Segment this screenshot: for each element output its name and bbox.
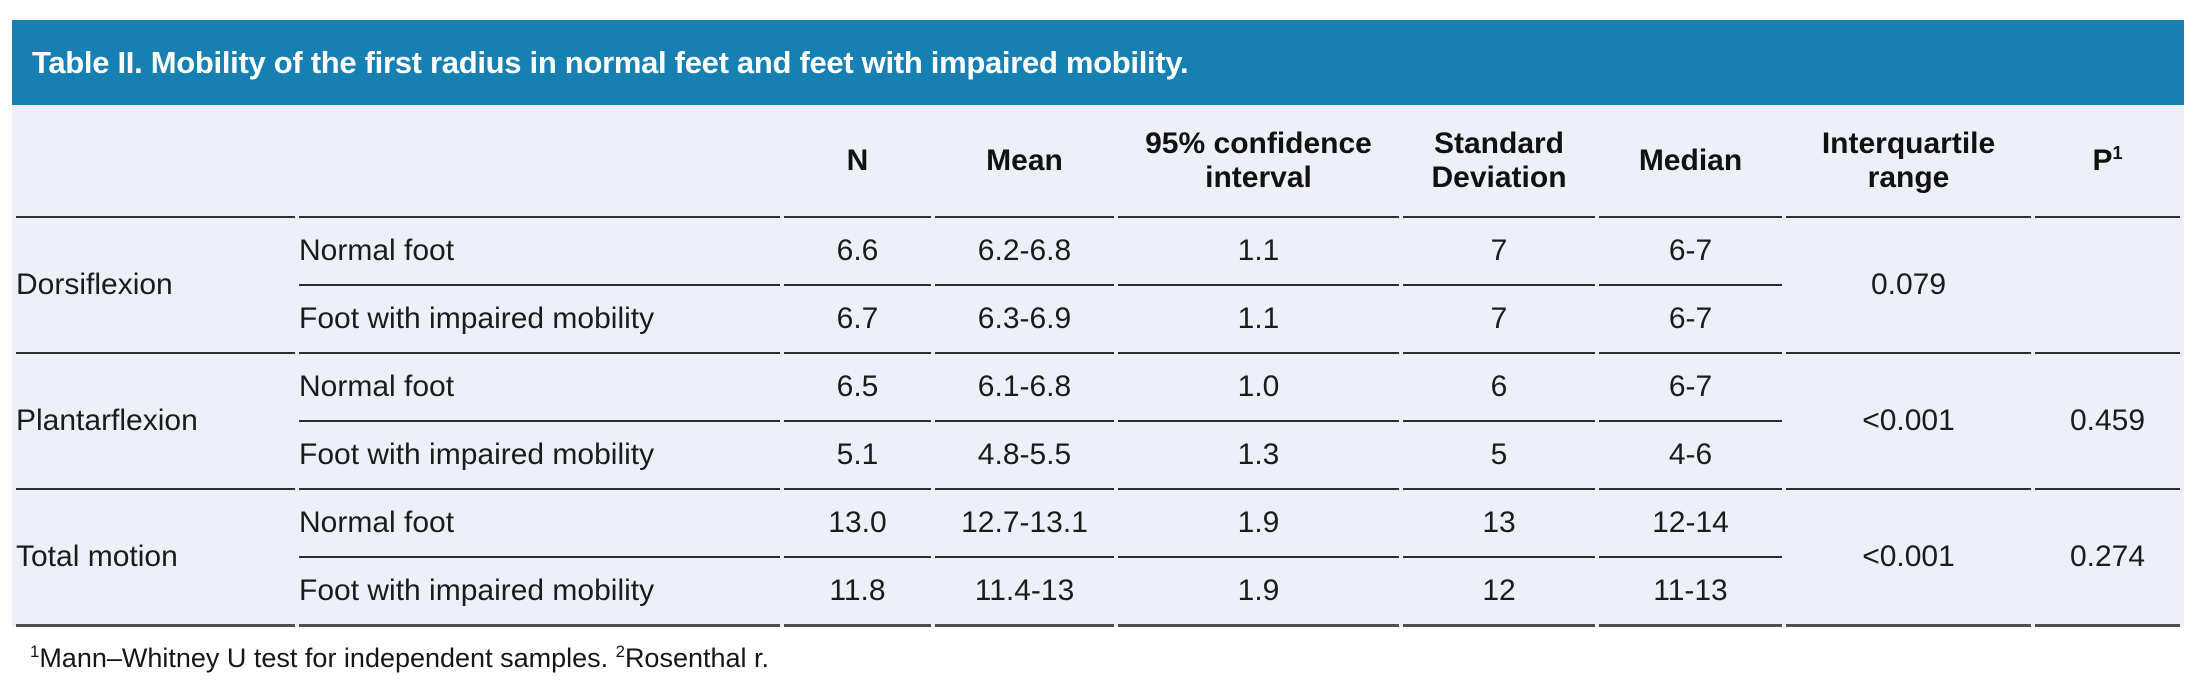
col-header-sd: Standard Deviation — [1403, 105, 1595, 218]
header-row: N Mean 95% confidence interval Standard … — [16, 105, 2180, 218]
cell-sd: 7 — [1403, 218, 1595, 286]
cell-median: 11-13 — [1599, 558, 1782, 627]
cell-ci: 1.1 — [1118, 286, 1399, 354]
table-row: Dorsiflexion Normal foot 6.6 6.2-6.8 1.1… — [16, 218, 2180, 354]
table-row: Total motion Normal foot 13.0 12.7-13.1 … — [16, 490, 2180, 627]
table-row: Foot with impaired mobility 11.8 11.4-13… — [16, 558, 2180, 627]
cell-ci: 1.1 — [1118, 218, 1399, 286]
table-title-bar: Table II. Mobility of the first radius i… — [12, 20, 2184, 105]
cell-ci: 1.3 — [1118, 422, 1399, 490]
cell-median: 4-6 — [1599, 422, 1782, 490]
footnote-text-2: Rosenthal r. — [624, 643, 770, 673]
cell-n: 5.1 — [784, 422, 931, 490]
cell-ci: 1.9 — [1118, 490, 1399, 558]
col-header-empty-group — [16, 105, 295, 218]
table-figure: Table II. Mobility of the first radius i… — [12, 20, 2184, 674]
table-row: Foot with impaired mobility 5.1 4.8-5.5 … — [16, 422, 2180, 490]
group-label-dorsiflexion: Dorsiflexion — [16, 218, 295, 354]
col-header-iqr: Interquartile range — [1786, 105, 2031, 218]
group-label-plantarflexion: Plantarflexion — [16, 354, 295, 490]
row-label: Normal foot — [299, 490, 780, 558]
cell-iqr: <0.001 — [1786, 354, 2031, 490]
cell-p: 0.274 — [2035, 490, 2180, 627]
cell-p — [2035, 218, 2180, 354]
cell-sd: 12 — [1403, 558, 1595, 627]
p-label: P — [2092, 144, 2113, 178]
cell-iqr: <0.001 — [1786, 490, 2031, 627]
cell-sd: 5 — [1403, 422, 1595, 490]
cell-mean: 12.7-13.1 — [935, 490, 1114, 558]
col-header-median: Median — [1599, 105, 1782, 218]
cell-ci: 1.9 — [1118, 558, 1399, 627]
col-header-ci: 95% confidence interval — [1118, 105, 1399, 218]
row-label: Foot with impaired mobility — [299, 558, 780, 627]
cell-n: 6.7 — [784, 286, 931, 354]
cell-sd: 13 — [1403, 490, 1595, 558]
statistics-table: N Mean 95% confidence interval Standard … — [12, 105, 2184, 627]
cell-n: 11.8 — [784, 558, 931, 627]
cell-median: 6-7 — [1599, 354, 1782, 422]
group-label-total-motion: Total motion — [16, 490, 295, 627]
row-label: Normal foot — [299, 354, 780, 422]
footnote-superscript-1: 1 — [30, 642, 40, 661]
cell-iqr: 0.079 — [1786, 218, 2031, 354]
cell-median: 12-14 — [1599, 490, 1782, 558]
cell-mean: 4.8-5.5 — [935, 422, 1114, 490]
col-header-mean: Mean — [935, 105, 1114, 218]
col-header-empty-sub — [299, 105, 780, 218]
cell-sd: 6 — [1403, 354, 1595, 422]
col-header-p: P1 — [2035, 105, 2180, 218]
cell-p: 0.459 — [2035, 354, 2180, 490]
table-row: Foot with impaired mobility 6.7 6.3-6.9 … — [16, 286, 2180, 354]
row-label: Foot with impaired mobility — [299, 286, 780, 354]
table-row: Plantarflexion Normal foot 6.5 6.1-6.8 1… — [16, 354, 2180, 490]
table-title: Table II. Mobility of the first radius i… — [32, 44, 1189, 80]
cell-mean: 6.3-6.9 — [935, 286, 1114, 354]
cell-median: 6-7 — [1599, 286, 1782, 354]
cell-n: 6.6 — [784, 218, 931, 286]
cell-mean: 6.1-6.8 — [935, 354, 1114, 422]
p-superscript: 1 — [2112, 143, 2123, 164]
row-label: Foot with impaired mobility — [299, 422, 780, 490]
cell-median: 6-7 — [1599, 218, 1782, 286]
footnote-superscript-2: 2 — [615, 642, 625, 661]
cell-mean: 6.2-6.8 — [935, 218, 1114, 286]
cell-n: 13.0 — [784, 490, 931, 558]
cell-ci: 1.0 — [1118, 354, 1399, 422]
row-label: Normal foot — [299, 218, 780, 286]
table-footnote: 1Mann–Whitney U test for independent sam… — [12, 642, 2184, 674]
footnote-text-1: Mann–Whitney U test for independent samp… — [39, 643, 616, 673]
cell-mean: 11.4-13 — [935, 558, 1114, 627]
col-header-n: N — [784, 105, 931, 218]
cell-sd: 7 — [1403, 286, 1595, 354]
cell-n: 6.5 — [784, 354, 931, 422]
